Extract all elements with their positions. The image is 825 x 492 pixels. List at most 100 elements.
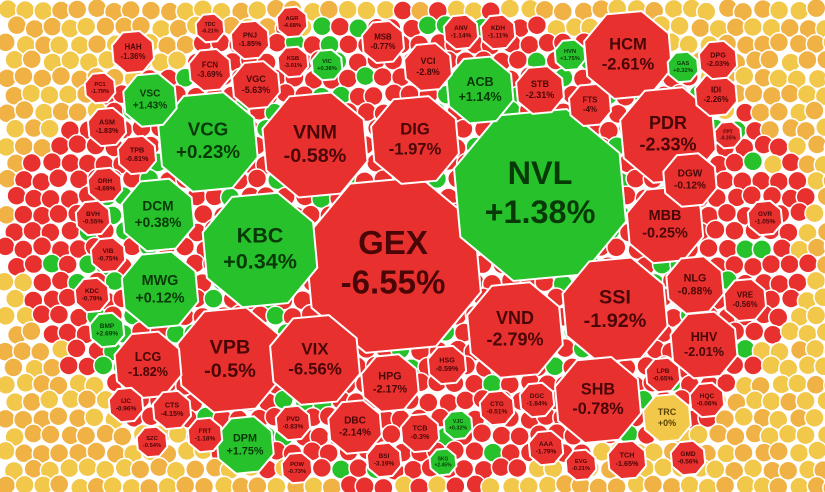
small-cell — [445, 476, 466, 492]
small-cell — [697, 477, 718, 492]
small-cell — [67, 101, 88, 123]
small-cell — [804, 407, 825, 429]
stock-cell — [89, 236, 127, 274]
small-cell — [714, 170, 735, 191]
stock-cell — [186, 416, 224, 454]
small-cell — [698, 237, 719, 259]
small-cell — [0, 475, 17, 492]
small-cell — [742, 151, 764, 172]
ticker: LCG — [135, 350, 162, 364]
small-cell — [311, 457, 333, 479]
stock-cell — [280, 451, 314, 485]
ticker: GMD — [680, 451, 695, 458]
ticker: HSG — [439, 356, 455, 365]
small-cell — [724, 220, 745, 241]
stock-cell — [327, 399, 383, 455]
small-cell — [499, 0, 521, 19]
small-cell — [166, 49, 188, 71]
ticker: VJC — [453, 419, 464, 425]
stock-cell — [187, 47, 233, 93]
ticker: DGC — [530, 393, 545, 400]
small-cell — [48, 203, 69, 225]
ticker: MBB — [649, 208, 682, 224]
change-label: -4.68% — [283, 23, 301, 29]
ticker: NLG — [684, 272, 707, 284]
small-cell — [814, 116, 825, 138]
ticker: TDC — [204, 22, 215, 28]
small-cell — [816, 390, 825, 411]
small-cell — [805, 374, 825, 396]
small-cell — [816, 221, 825, 242]
small-cell — [21, 320, 42, 342]
stock-cell — [669, 310, 739, 380]
stock-cell — [606, 439, 648, 481]
stock-cell — [553, 355, 643, 445]
small-cell — [797, 49, 818, 71]
small-cell — [768, 409, 789, 431]
change-label: -2.61% — [602, 54, 655, 73]
change-label: -1.14% — [451, 33, 472, 40]
small-cell — [807, 68, 825, 90]
small-cell — [6, 185, 27, 206]
change-label: -4.15% — [161, 409, 184, 418]
small-cell — [724, 152, 745, 173]
small-cell — [480, 476, 501, 492]
small-cell — [48, 168, 69, 189]
ticker: VND — [496, 308, 534, 328]
ticker: VIC — [322, 59, 332, 65]
change-label: -0.56% — [732, 300, 757, 309]
small-cell — [537, 475, 559, 492]
small-cell — [690, 17, 711, 39]
small-cell — [31, 236, 53, 257]
small-cell — [507, 457, 528, 479]
small-cell — [0, 32, 16, 53]
change-label: +0.12% — [135, 290, 184, 306]
small-cell — [816, 186, 825, 207]
small-cell — [13, 65, 34, 87]
ticker: ASM — [99, 118, 115, 127]
small-cell — [39, 118, 60, 139]
ticker: VSC — [140, 89, 161, 100]
ticker: VPB — [210, 336, 251, 358]
small-cell — [193, 476, 215, 492]
small-cell — [455, 390, 476, 411]
ticker: CTG — [490, 401, 504, 408]
small-cell — [0, 408, 16, 430]
small-cell — [93, 355, 114, 376]
ticker: DPM — [233, 432, 257, 444]
small-cell — [23, 423, 44, 444]
small-cell — [805, 0, 825, 19]
small-cell — [789, 476, 810, 492]
small-cell — [767, 476, 789, 492]
ticker: VCG — [188, 119, 229, 140]
ticker: NVL — [508, 155, 573, 191]
ticker: DCM — [142, 198, 173, 213]
small-cell — [112, 426, 133, 447]
small-cell — [777, 423, 799, 445]
stock-cell — [370, 95, 460, 185]
small-cell — [247, 0, 268, 21]
small-cell — [734, 65, 755, 87]
ticker: LPB — [657, 368, 670, 375]
small-cell — [84, 407, 105, 428]
stock-cell — [688, 381, 726, 419]
stock-cell — [479, 13, 517, 51]
small-cell — [4, 118, 26, 140]
change-label: -2.8% — [416, 67, 440, 77]
ticker: DRH — [98, 178, 112, 185]
small-cell — [102, 475, 123, 492]
change-label: -0.54% — [143, 443, 161, 449]
change-label: -0.88% — [678, 285, 713, 297]
small-cell — [48, 304, 70, 325]
small-cell — [813, 287, 825, 308]
stock-cell — [722, 277, 768, 323]
small-cell — [813, 356, 825, 377]
small-cell — [95, 423, 116, 444]
small-cell — [814, 18, 825, 40]
stock-cell — [151, 389, 193, 431]
change-label: +0.34% — [223, 249, 297, 274]
ticker: KBC — [237, 223, 284, 248]
small-cell — [337, 0, 358, 20]
small-cell — [741, 185, 762, 206]
ticker: HHV — [691, 330, 718, 344]
